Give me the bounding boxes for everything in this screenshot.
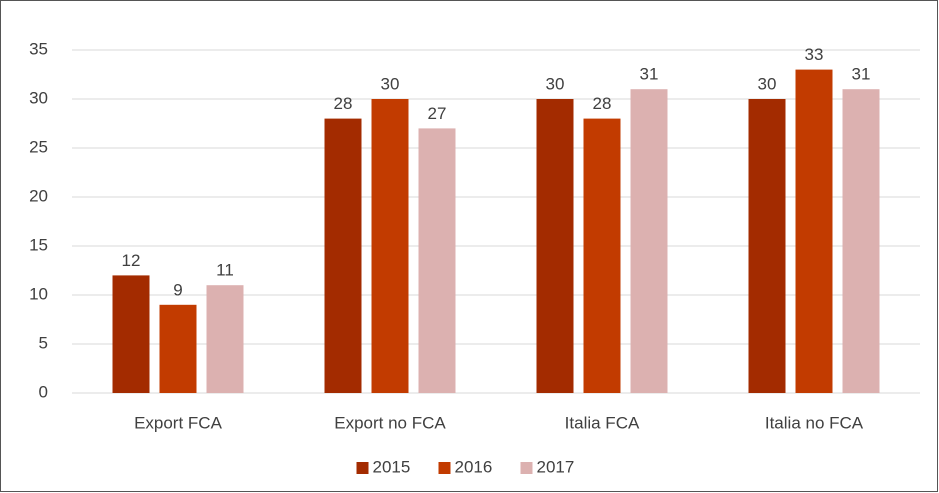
y-tick-label: 5 [39, 333, 48, 352]
bar [748, 99, 786, 393]
data-label: 9 [173, 280, 182, 299]
data-label: 30 [546, 74, 565, 93]
legend-label: 2015 [373, 457, 411, 476]
x-tick-label: Italia FCA [565, 413, 640, 432]
bar [159, 304, 197, 393]
y-tick-label: 20 [29, 186, 48, 205]
data-label: 12 [122, 251, 141, 270]
legend-swatch [356, 462, 369, 474]
x-tick-label: Export FCA [134, 413, 223, 432]
y-tick-label: 0 [39, 382, 48, 401]
bar [418, 128, 456, 393]
data-label: 11 [216, 261, 234, 280]
data-label: 31 [852, 65, 871, 84]
bar [536, 99, 574, 393]
bar [795, 69, 833, 393]
y-tick-label: 25 [29, 137, 48, 156]
legend-swatch [438, 462, 451, 474]
bar [206, 285, 244, 393]
data-label: 31 [640, 65, 659, 84]
legend-swatch [520, 462, 533, 474]
y-tick-label: 10 [29, 284, 48, 303]
legend-label: 2017 [537, 457, 575, 476]
y-tick-label: 35 [29, 39, 48, 58]
x-tick-label: Italia no FCA [765, 413, 864, 432]
bar [583, 118, 621, 393]
data-label: 28 [593, 94, 612, 113]
bar [112, 275, 150, 393]
data-label: 30 [758, 74, 777, 93]
bar [324, 118, 362, 393]
bar [842, 89, 880, 393]
legend-label: 2016 [455, 457, 493, 476]
y-tick-label: 30 [29, 88, 48, 107]
data-label: 28 [334, 94, 353, 113]
y-tick-label: 15 [29, 235, 48, 254]
bar [630, 89, 668, 393]
x-tick-label: Export no FCA [334, 413, 446, 432]
bar [371, 99, 409, 393]
data-label: 27 [428, 104, 447, 123]
data-label: 30 [381, 74, 400, 93]
data-label: 33 [805, 45, 824, 64]
